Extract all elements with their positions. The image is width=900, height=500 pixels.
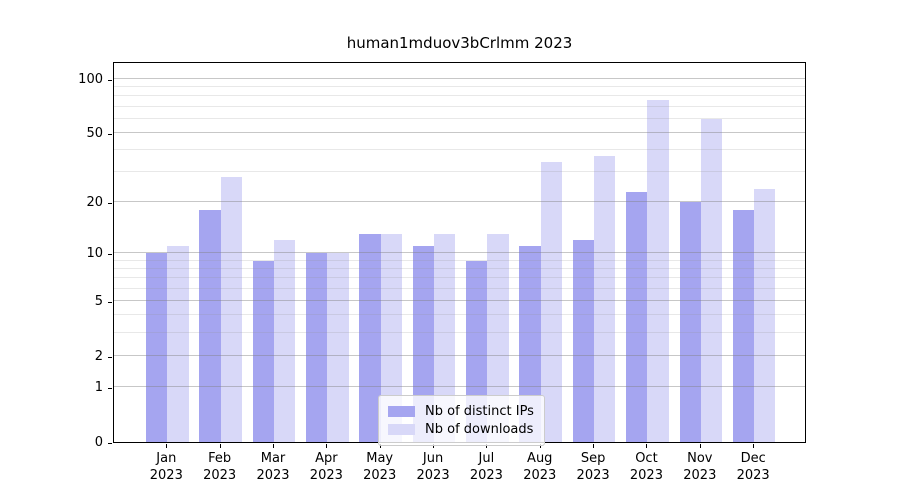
bar-downloads: [274, 240, 296, 442]
bar-downloads: [487, 234, 509, 442]
x-tick-mark: [753, 444, 755, 448]
x-tick-label: Apr 2023: [286, 450, 366, 484]
x-tick-month: Aug: [527, 451, 553, 466]
bar-downloads: [594, 155, 616, 442]
x-tick-month: Jul: [478, 451, 495, 466]
bar-distinct-ips: [519, 246, 541, 442]
x-tick-mark: [486, 444, 488, 448]
x-tick-month: Apr: [315, 451, 338, 466]
x-tick-label: Jun 2023: [393, 450, 473, 484]
bar-distinct-ips: [306, 253, 328, 442]
bar-downloads: [380, 234, 402, 442]
y-tick-mark: [108, 133, 112, 135]
bar-downloads: [220, 177, 242, 442]
x-tick-mark: [273, 444, 274, 448]
legend-label-distinct-ips: Nb of distinct IPs: [425, 404, 534, 419]
x-tick-year: 2023: [256, 468, 290, 483]
y-tick-mark: [108, 301, 112, 303]
x-tick-year: 2023: [149, 468, 183, 483]
x-tick-label: Sep 2023: [553, 450, 633, 484]
x-tick-month: Dec: [740, 451, 766, 466]
y-tick-label: 10: [86, 246, 103, 262]
x-tick-year: 2023: [683, 468, 717, 483]
y-tick-label: 0: [94, 435, 103, 450]
x-tick-mark: [326, 444, 328, 448]
x-tick-mark: [699, 444, 701, 448]
x-tick-year: 2023: [523, 468, 557, 483]
y-tick-label: 20: [86, 195, 103, 211]
bar-distinct-ips: [679, 202, 701, 442]
x-tick-month: Oct: [635, 451, 658, 466]
x-tick-mark: [219, 444, 221, 448]
x-tick-month: May: [366, 451, 394, 466]
x-tick-year: 2023: [629, 468, 663, 483]
x-tick-label: Aug 2023: [500, 450, 580, 484]
chart-title: human1mduov3bCrlmm 2023: [346, 34, 573, 52]
y-tick-mark: [108, 388, 112, 390]
x-tick-month: Jan: [156, 451, 177, 466]
x-tick-year: 2023: [576, 468, 610, 483]
legend-item-downloads: Nb of downloads: [388, 421, 534, 438]
bar-downloads: [540, 162, 563, 442]
x-tick-year: 2023: [416, 468, 450, 483]
x-tick-mark: [646, 444, 648, 448]
legend-swatch-distinct-ips: [388, 406, 415, 417]
bar-downloads: [754, 188, 776, 442]
y-tick-mark: [108, 443, 112, 444]
bar-downloads: [167, 246, 189, 442]
bar-distinct-ips: [412, 246, 435, 442]
bar-distinct-ips: [359, 234, 381, 442]
x-tick-year: 2023: [309, 468, 343, 483]
x-tick-label: Dec 2023: [713, 450, 793, 484]
bar-distinct-ips: [732, 210, 755, 442]
y-tick-label: 50: [86, 125, 103, 141]
x-tick-label: Nov 2023: [660, 450, 740, 484]
y-tick-mark: [108, 79, 112, 81]
bar-distinct-ips: [572, 240, 595, 442]
x-tick-mark: [593, 444, 595, 448]
x-tick-label: Jul 2023: [446, 450, 526, 484]
legend: Nb of distinct IPs Nb of downloads: [378, 395, 545, 446]
y-tick-label: 5: [94, 293, 103, 309]
bar-downloads: [700, 118, 723, 442]
y-tick-label: 1: [94, 380, 103, 396]
x-tick-month: Feb: [208, 451, 232, 466]
bar-distinct-ips: [252, 260, 274, 442]
legend-swatch-downloads: [388, 424, 415, 435]
x-tick-label: Oct 2023: [606, 450, 686, 484]
bar-downloads: [434, 234, 456, 442]
x-tick-month: Sep: [580, 451, 606, 466]
bars-layer: [114, 63, 805, 442]
x-tick-year: 2023: [469, 468, 503, 483]
x-tick-mark: [166, 444, 168, 448]
y-tick-mark: [108, 356, 112, 358]
x-tick-year: 2023: [363, 468, 397, 483]
x-tick-month: Jun: [422, 451, 444, 466]
x-tick-label: Mar 2023: [233, 450, 313, 484]
x-tick-month: Nov: [687, 451, 713, 466]
bar-distinct-ips: [626, 191, 648, 442]
legend-item-distinct-ips: Nb of distinct IPs: [388, 403, 534, 420]
y-tick-label: 100: [78, 71, 103, 87]
x-tick-mark: [539, 444, 541, 448]
x-tick-label: May 2023: [340, 450, 420, 484]
x-tick-year: 2023: [203, 468, 237, 483]
x-tick-mark: [379, 444, 381, 448]
y-tick-mark: [108, 254, 112, 256]
x-tick-mark: [433, 444, 435, 448]
bar-distinct-ips: [146, 253, 168, 442]
bar-downloads: [647, 100, 669, 442]
x-tick-label: Jan 2023: [126, 450, 206, 484]
legend-label-downloads: Nb of downloads: [425, 422, 534, 437]
x-tick-month: Mar: [260, 451, 286, 466]
x-tick-year: 2023: [736, 468, 770, 483]
y-tick-mark: [108, 203, 112, 205]
bar-downloads: [327, 253, 349, 442]
x-tick-label: Feb 2023: [180, 450, 260, 484]
y-tick-label: 2: [94, 348, 103, 364]
plot-area: Nb of distinct IPs Nb of downloads: [113, 62, 806, 446]
bar-distinct-ips: [199, 210, 221, 442]
